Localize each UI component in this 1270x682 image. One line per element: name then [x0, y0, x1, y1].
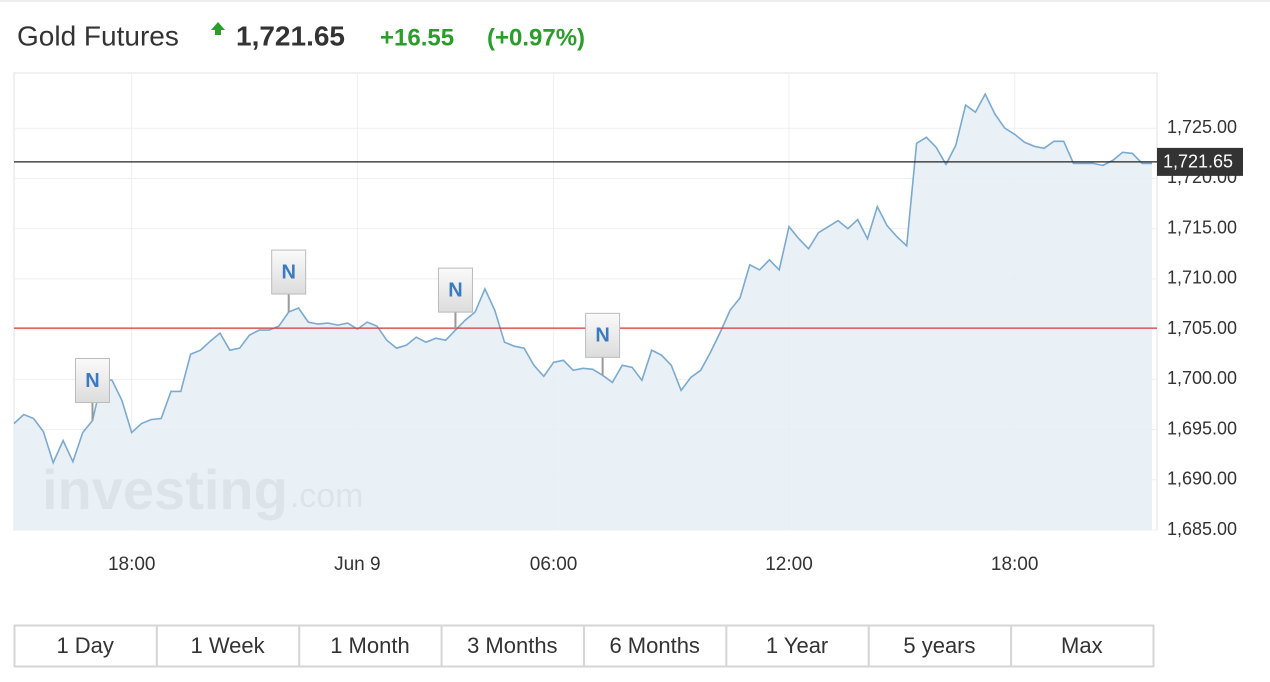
- range-button[interactable]: 6 Months: [583, 624, 728, 668]
- range-button-bg[interactable]: [725, 624, 870, 668]
- y-tick-label: 1,695.00: [1167, 418, 1237, 438]
- range-button-bg[interactable]: [298, 624, 443, 668]
- range-button-label[interactable]: 3 Months: [467, 633, 558, 658]
- news-box: [585, 312, 621, 358]
- news-box: [271, 249, 307, 295]
- change-percent: (+0.97%): [487, 24, 585, 51]
- y-tick-label: 1,710.00: [1167, 268, 1237, 288]
- chart-layer: 1,685.00 1,690.00 1,695.00 1,700.00 1,705.00…: [13, 73, 1243, 575]
- title: Gold Futures: [17, 20, 179, 51]
- y-tick-label: 1,690.00: [1167, 469, 1237, 489]
- news-marker: N: [85, 370, 99, 392]
- news-box: [74, 358, 110, 404]
- y-tick-label: 1,725.00: [1167, 117, 1237, 137]
- range-button[interactable]: 3 Months: [440, 624, 585, 668]
- range-button[interactable]: 5 years: [867, 624, 1013, 668]
- x-tick-label: 12:00: [765, 554, 813, 575]
- range-button[interactable]: 1 Day: [13, 624, 158, 668]
- news-marker: N: [281, 261, 295, 283]
- y-tick-label: 1,700.00: [1167, 368, 1237, 388]
- x-tick-label: Jun 9: [334, 554, 380, 575]
- news-marker: N: [448, 279, 462, 301]
- range-button[interactable]: 1 Year: [725, 624, 870, 668]
- news-box: [437, 267, 473, 313]
- range-button-label[interactable]: Max: [1061, 633, 1103, 658]
- y-tick-label: 1,715.00: [1167, 217, 1237, 237]
- range-button[interactable]: 1 Week: [155, 624, 301, 668]
- price: 1,721.65: [236, 20, 345, 51]
- range-button-label[interactable]: 1 Year: [766, 633, 828, 658]
- x-tick-label: 18:00: [108, 554, 156, 575]
- area: [14, 94, 1152, 530]
- range-button-bg[interactable]: [583, 624, 728, 668]
- price-line: [13, 92, 1152, 465]
- change: +16.55: [380, 24, 454, 51]
- last-price-label: 1,721.65: [1163, 152, 1233, 172]
- range-button-label[interactable]: 5 years: [903, 633, 975, 658]
- range-button-bg[interactable]: [155, 624, 301, 668]
- x-tick-label: 18:00: [991, 554, 1039, 575]
- range-button-bg[interactable]: [867, 624, 1013, 668]
- range-button-label[interactable]: 1 Month: [330, 633, 410, 658]
- range-button[interactable]: Max: [1010, 624, 1155, 668]
- y-tick-label: 1,685.00: [1167, 519, 1237, 539]
- range-button-bg[interactable]: [1010, 624, 1155, 668]
- x-tick-label: 06:00: [530, 554, 578, 575]
- range-button-label[interactable]: 6 Months: [609, 633, 700, 658]
- range-button-bg[interactable]: [440, 624, 585, 668]
- up-arrow: [211, 22, 225, 35]
- range-button[interactable]: 1 Month: [298, 624, 443, 668]
- news-marker: N: [595, 325, 609, 347]
- range-button-bg[interactable]: [13, 624, 158, 668]
- last-price-box: [1157, 147, 1243, 176]
- range-button-label[interactable]: 1 Week: [190, 633, 265, 658]
- y-tick-label: 1,705.00: [1167, 318, 1237, 338]
- range-button-label[interactable]: 1 Day: [56, 633, 113, 658]
